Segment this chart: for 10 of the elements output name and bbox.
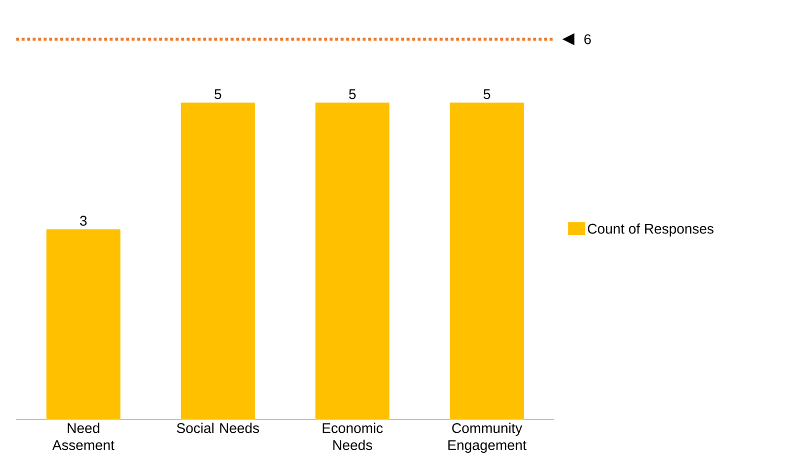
data-label: 5 — [214, 89, 222, 99]
data-label: 5 — [349, 89, 356, 99]
x-tick-label: Need Assement — [52, 422, 114, 450]
data-label: 5 — [484, 89, 490, 99]
x-tick-label: Community Engagement — [448, 422, 526, 453]
data-label: 3 — [80, 216, 87, 226]
x-tick-label: Social Needs — [176, 422, 259, 433]
x-tick-label: Economic Needs — [322, 422, 383, 450]
ref-line-label: 6 — [584, 34, 591, 44]
legend-label: Count of Responses — [588, 223, 714, 236]
